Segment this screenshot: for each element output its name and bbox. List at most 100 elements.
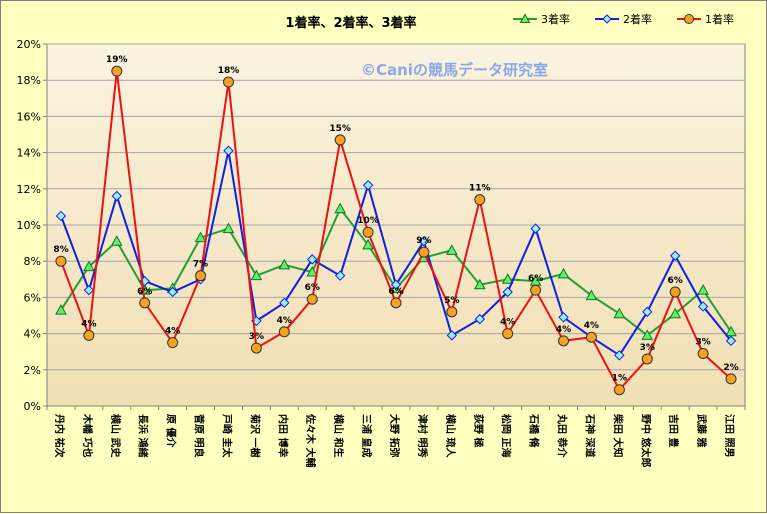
data-point xyxy=(55,210,67,222)
y-tick-label: 8% xyxy=(24,255,41,268)
data-label: 3% xyxy=(640,343,655,353)
data-point xyxy=(641,353,653,365)
x-tick-label: 武藤 雅 xyxy=(695,414,708,447)
data-point xyxy=(642,306,653,318)
data-label: 4% xyxy=(165,327,180,337)
y-tick-label: 12% xyxy=(17,183,41,196)
series-group xyxy=(55,65,737,396)
x-tick-label: 横山 武史 xyxy=(109,414,122,458)
data-label: 18% xyxy=(218,66,240,76)
x-tick-label: 大野 拓弥 xyxy=(388,414,401,457)
data-point xyxy=(139,297,151,309)
data-label: 2% xyxy=(723,363,738,373)
data-point xyxy=(446,306,458,318)
x-tick-label: 石橋 脩 xyxy=(528,413,541,448)
data-label: 11% xyxy=(469,184,491,194)
data-point xyxy=(725,335,737,347)
data-point xyxy=(418,236,430,247)
data-point xyxy=(474,313,485,325)
y-axis: 0% 2% 4% 6% 8% 10% 12% 14% 16% 18% 20% xyxy=(17,38,47,413)
data-label: 8% xyxy=(53,245,68,255)
legend-label: 3着率 xyxy=(541,12,570,26)
data-point xyxy=(362,238,374,250)
data-label: 6% xyxy=(388,287,403,297)
data-label: 15% xyxy=(329,124,351,134)
x-tick-label: 津村 明秀 xyxy=(416,414,429,457)
x-tick-label: 原 優介 xyxy=(165,414,178,448)
y-tick-label: 0% xyxy=(24,400,41,413)
data-point xyxy=(307,254,318,265)
data-point xyxy=(55,255,67,267)
x-tick-label: 横山 琉人 xyxy=(444,414,457,458)
x-tick-label: 松岡 正海 xyxy=(500,414,513,457)
data-point xyxy=(111,190,123,202)
data-point xyxy=(585,289,598,301)
y-tick-label: 14% xyxy=(17,147,41,160)
x-tick-label: 石神 深道 xyxy=(583,413,596,457)
x-tick-label: 長浜 鴻緒 xyxy=(137,414,150,457)
data-point xyxy=(362,226,374,238)
data-point xyxy=(167,286,178,298)
chart-title: 1着率、2着率、3着率 xyxy=(285,15,416,31)
data-point xyxy=(474,194,486,206)
data-point xyxy=(669,286,681,298)
data-point xyxy=(418,246,430,258)
data-label: 1% xyxy=(612,374,627,384)
data-label: 6% xyxy=(668,276,683,286)
legend-marker xyxy=(519,13,531,23)
data-label: 19% xyxy=(106,55,128,65)
data-point xyxy=(530,223,541,234)
data-point xyxy=(334,202,347,214)
data-point xyxy=(641,329,654,340)
x-tick-label: 横山 和生 xyxy=(332,414,345,457)
legend-label: 1着率 xyxy=(705,12,734,26)
y-tick-label: 6% xyxy=(24,291,41,304)
data-point xyxy=(334,134,346,146)
y-tick-label: 4% xyxy=(24,328,41,341)
data-point xyxy=(697,284,709,295)
data-point xyxy=(222,222,235,234)
data-point xyxy=(55,304,67,315)
legend-marker xyxy=(684,14,694,24)
data-point xyxy=(278,258,291,270)
x-tick-label: 三浦 皇成 xyxy=(360,414,373,457)
x-tick-label: 戸崎 圭太 xyxy=(220,414,233,458)
legend-marker xyxy=(602,14,612,24)
y-tick-label: 16% xyxy=(17,110,41,123)
data-point xyxy=(446,330,458,341)
data-label: 5% xyxy=(444,296,459,306)
data-point xyxy=(558,335,570,347)
data-point xyxy=(445,244,458,255)
x-tick-label: 野中 悠太郎 xyxy=(639,414,652,467)
data-point xyxy=(669,250,681,261)
data-label: 3% xyxy=(695,338,710,348)
data-point xyxy=(585,331,597,343)
x-tick-label: 菊沢 一樹 xyxy=(248,414,261,457)
y-tick-label: 20% xyxy=(17,38,41,51)
data-label: 3% xyxy=(249,332,264,342)
data-point xyxy=(473,278,486,290)
x-tick-label: 木幡 巧也 xyxy=(81,413,94,457)
x-tick-label: 荻野 極 xyxy=(472,414,485,447)
data-point xyxy=(613,307,626,319)
data-point xyxy=(278,326,290,338)
data-point xyxy=(501,273,514,284)
y-tick-label: 10% xyxy=(17,219,41,232)
data-point xyxy=(250,269,263,281)
data-label: 6% xyxy=(528,274,543,284)
data-point xyxy=(111,65,123,77)
data-point xyxy=(83,284,95,296)
data-point xyxy=(362,179,374,191)
data-label: 6% xyxy=(305,283,320,293)
data-point xyxy=(250,342,262,354)
data-point xyxy=(306,293,318,305)
data-point xyxy=(195,270,207,282)
data-label: 9% xyxy=(416,236,431,246)
data-point xyxy=(390,279,402,290)
gridlines xyxy=(47,43,745,371)
data-point xyxy=(194,231,207,243)
legend: 3着率 2着率 1着率 xyxy=(513,12,734,26)
x-tick-label: 吉田 豊 xyxy=(667,414,680,447)
